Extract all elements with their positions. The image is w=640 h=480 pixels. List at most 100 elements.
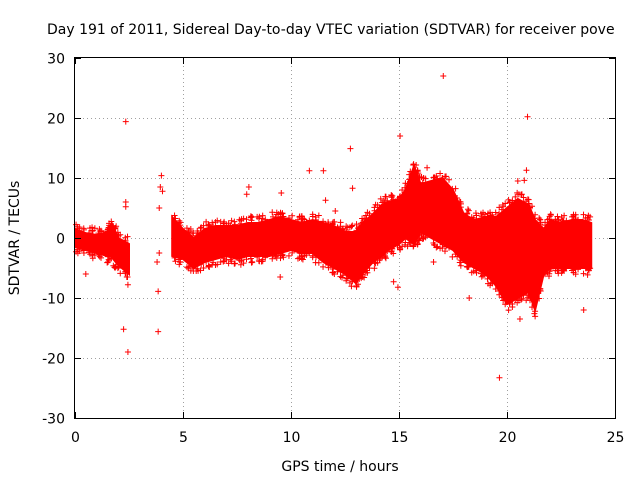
data-point — [587, 213, 594, 220]
data-point — [348, 283, 355, 290]
data-point — [185, 229, 192, 236]
data-point — [560, 217, 567, 224]
data-point — [587, 265, 594, 272]
data-point — [419, 179, 426, 186]
data-point — [465, 207, 472, 214]
data-point — [236, 257, 243, 264]
data-point — [114, 265, 121, 272]
data-point-outlier — [306, 167, 313, 174]
data-point — [406, 239, 413, 246]
data-point-outlier — [243, 191, 250, 198]
data-point — [315, 259, 322, 266]
data-point — [269, 252, 276, 259]
data-point — [446, 244, 453, 251]
data-point — [247, 213, 254, 220]
data-point-outlier — [154, 259, 161, 265]
data-point — [258, 218, 265, 225]
data-point — [338, 226, 345, 233]
data-series — [73, 73, 594, 381]
data-point — [269, 209, 276, 216]
data-point — [496, 291, 503, 298]
data-point-outlier — [322, 197, 329, 204]
data-point — [512, 296, 519, 303]
data-point — [353, 221, 360, 228]
data-point — [362, 212, 369, 219]
data-point — [343, 227, 350, 234]
data-point-outlier — [155, 328, 162, 335]
data-point — [420, 175, 427, 182]
data-point — [418, 232, 425, 239]
data-point-outlier — [509, 301, 516, 307]
data-point-outlier — [156, 205, 163, 211]
data-point — [197, 267, 204, 274]
data-point — [404, 180, 411, 187]
data-point — [171, 254, 178, 261]
data-point — [505, 307, 512, 314]
data-point — [356, 224, 363, 231]
data-point — [580, 211, 587, 218]
data-point-outlier — [424, 164, 431, 171]
data-point — [381, 199, 388, 206]
data-point — [506, 199, 513, 206]
data-point — [272, 253, 279, 260]
data-point-outlier — [347, 145, 354, 152]
data-point — [320, 263, 327, 270]
data-point — [172, 215, 179, 222]
data-point — [472, 210, 479, 217]
data-point — [344, 274, 351, 281]
data-point-outlier — [397, 133, 404, 139]
data-point — [496, 210, 503, 217]
data-point — [303, 218, 310, 225]
data-point — [496, 204, 503, 211]
data-point-outlier — [122, 203, 129, 210]
data-point — [439, 245, 446, 252]
data-point — [349, 222, 356, 229]
data-point — [529, 304, 536, 311]
data-point — [481, 271, 488, 278]
data-point — [515, 191, 522, 198]
data-point — [223, 256, 230, 263]
y-tick-label: -30 — [42, 412, 65, 428]
data-point — [313, 216, 320, 223]
data-point — [231, 218, 238, 225]
data-point — [74, 225, 81, 232]
data-point-outlier — [123, 274, 130, 280]
data-point — [420, 235, 427, 242]
data-point — [485, 210, 492, 217]
data-point — [189, 263, 196, 270]
data-point-outlier — [496, 374, 503, 381]
data-point — [232, 260, 239, 267]
data-point — [371, 204, 378, 211]
data-point — [329, 266, 336, 273]
data-point — [340, 225, 347, 232]
data-point — [348, 223, 355, 230]
y-tick-label: -20 — [42, 352, 65, 368]
data-point-outlier — [120, 326, 127, 333]
data-point — [254, 254, 261, 261]
data-point — [452, 251, 459, 258]
data-point — [194, 227, 201, 234]
data-point — [269, 213, 276, 220]
data-point-outlier — [124, 349, 131, 355]
data-point — [397, 193, 403, 200]
data-point — [115, 264, 122, 271]
data-point-outlier — [440, 73, 447, 79]
data-point — [407, 168, 414, 175]
data-point — [176, 217, 183, 224]
data-point — [198, 261, 205, 268]
data-point — [177, 258, 184, 265]
data-point — [361, 216, 368, 223]
data-point — [446, 176, 453, 183]
x-tick-label: 10 — [283, 430, 301, 446]
y-axis-label: SDTVAR / TECUs — [7, 181, 23, 296]
data-point — [243, 256, 250, 263]
data-point — [499, 201, 506, 208]
x-tick-label: 15 — [391, 430, 409, 446]
data-point — [372, 201, 379, 208]
data-point — [122, 268, 129, 275]
data-point — [456, 259, 463, 266]
data-point — [361, 274, 368, 281]
data-point — [220, 258, 227, 265]
data-point — [259, 256, 266, 263]
data-point — [560, 266, 567, 273]
